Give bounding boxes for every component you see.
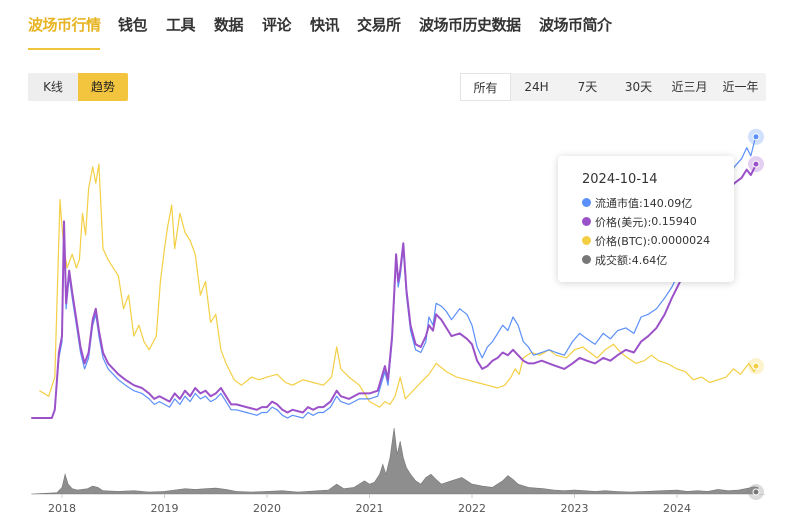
tooltip-label: 流通市值:: [595, 196, 643, 210]
active-tab-underline: [28, 48, 100, 50]
btc-price-end-marker: [752, 362, 760, 370]
top-nav: 波场币行情 钱包 工具 数据 评论 快讯 交易所 波场币历史数据 波场币简介: [0, 0, 788, 54]
nav-tab-news[interactable]: 快讯: [310, 16, 340, 34]
nav-tab-data[interactable]: 数据: [214, 16, 244, 34]
tooltip-label: 价格(BTC):: [595, 234, 651, 248]
chart-tooltip: 2024-10-14 流通市值: 140.09亿 价格(美元): 0.15940…: [558, 156, 734, 282]
tooltip-value: 0.0000024: [650, 234, 711, 247]
time-range-selector: 所有 24H 7天 30天 近三月 近一年: [460, 73, 766, 101]
x-tick-label: 2021: [356, 502, 384, 515]
tooltip-label: 价格(美元):: [595, 215, 652, 229]
market-cap-end-marker: [752, 133, 760, 141]
tooltip-date: 2024-10-14: [582, 172, 658, 187]
kline-button[interactable]: K线: [28, 73, 78, 101]
nav-tab-exchanges[interactable]: 交易所: [357, 16, 401, 34]
volume-area: [31, 427, 759, 495]
usd-price-end-marker: [752, 160, 760, 168]
tooltip-value: 4.64亿: [631, 253, 668, 267]
legend-dot: [582, 255, 591, 264]
x-tick-label: 2020: [253, 502, 281, 515]
range-24h-button[interactable]: 24H: [524, 80, 549, 94]
range-1y-button[interactable]: 近一年: [722, 80, 759, 94]
market-cap-line: [31, 136, 759, 419]
btc-price-line: [39, 163, 759, 408]
trend-button[interactable]: 趋势: [78, 73, 128, 101]
usd-price-line: [31, 163, 759, 419]
x-tick-label: 2023: [561, 502, 589, 515]
x-tick-label: 2022: [458, 502, 486, 515]
range-all-button[interactable]: 所有: [460, 73, 511, 101]
tooltip-value: 140.09亿: [642, 196, 693, 210]
nav-tab-tools[interactable]: 工具: [166, 16, 196, 34]
view-toggle: K线 趋势: [28, 73, 128, 101]
tooltip-value: 0.15940: [651, 215, 697, 228]
legend-dot: [582, 198, 591, 207]
x-tick-label: 2024: [663, 502, 691, 515]
legend-dot: [582, 217, 591, 226]
legend-dot: [582, 236, 591, 245]
range-30d-button[interactable]: 30天: [624, 80, 653, 94]
volume-end-marker: [752, 488, 760, 496]
tooltip-row-market-cap: 流通市值: 140.09亿: [582, 193, 734, 212]
nav-tab-intro[interactable]: 波场币简介: [539, 16, 612, 34]
range-3m-button[interactable]: 近三月: [671, 80, 708, 94]
nav-tab-history[interactable]: 波场币历史数据: [419, 16, 521, 34]
x-tick-label: 2018: [48, 502, 76, 515]
nav-tab-wallet[interactable]: 钱包: [118, 16, 148, 34]
tooltip-row-price-btc: 价格(BTC): 0.0000024: [582, 231, 734, 250]
nav-tab-market[interactable]: 波场币行情: [28, 16, 101, 34]
tooltip-row-price-usd: 价格(美元): 0.15940: [582, 212, 734, 231]
nav-tab-comments[interactable]: 评论: [262, 16, 292, 34]
x-tick-label: 2019: [151, 502, 179, 515]
tooltip-row-volume: 成交额: 4.64亿: [582, 250, 734, 269]
tooltip-label: 成交额:: [595, 253, 632, 267]
range-7d-button[interactable]: 7天: [577, 80, 598, 94]
